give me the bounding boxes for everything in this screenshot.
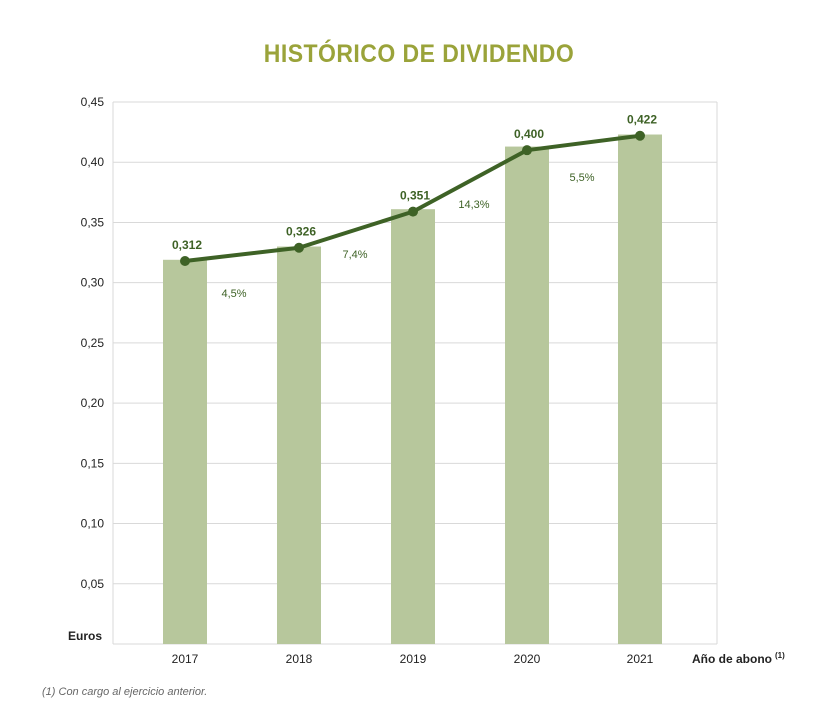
- x-tick-label: 2018: [286, 652, 313, 666]
- bar: [505, 146, 549, 644]
- growth-label: 7,4%: [342, 249, 367, 261]
- data-label: 0,351: [400, 189, 430, 203]
- data-point: [635, 130, 645, 141]
- data-point: [180, 255, 190, 266]
- y-tick-label: 0,05: [81, 577, 105, 591]
- dividend-line: [180, 130, 645, 266]
- bars: [163, 134, 662, 645]
- growth-labels: 4,5% 7,4% 14,3% 5,5%: [221, 172, 594, 300]
- data-label: 0,312: [172, 238, 202, 252]
- y-tick-label: 0,40: [81, 155, 105, 169]
- y-tick-label: 0,35: [81, 215, 105, 229]
- y-tick-label: 0,20: [81, 396, 105, 410]
- footnote: (1) Con cargo al ejercicio anterior.: [42, 686, 208, 698]
- bar: [277, 246, 321, 645]
- bar: [163, 259, 207, 644]
- value-labels: 0,312 0,326 0,351 0,400 0,422: [172, 113, 657, 252]
- x-axis-label-superscript: (1): [775, 651, 785, 660]
- data-label: 0,326: [286, 225, 316, 239]
- data-point: [408, 206, 418, 217]
- y-tick-labels: 0,05 0,10 0,15 0,20 0,25 0,30 0,35 0,40 0,45: [81, 95, 105, 591]
- chart-title: HISTÓRICO DE DIVIDENDO: [263, 40, 575, 68]
- growth-label: 4,5%: [221, 288, 246, 300]
- y-axis-label: Euros: [68, 629, 102, 643]
- x-tick-label: 2017: [172, 652, 199, 666]
- x-tick-label: 2020: [514, 652, 541, 666]
- x-tick-labels: 2017 2018 2019 2020 2021: [172, 652, 654, 666]
- data-label: 0,400: [514, 127, 544, 141]
- x-tick-label: 2021: [627, 652, 654, 666]
- bar: [618, 134, 662, 644]
- y-tick-label: 0,45: [81, 95, 105, 109]
- data-label: 0,422: [627, 113, 657, 127]
- x-axis-label-text: Año de abono: [692, 652, 772, 666]
- growth-label: 14,3%: [458, 199, 489, 211]
- x-tick-label: 2019: [400, 652, 427, 666]
- x-axis-label: Año de abono (1): [692, 651, 785, 666]
- y-tick-label: 0,15: [81, 456, 105, 470]
- growth-label: 5,5%: [569, 172, 594, 184]
- data-point: [522, 145, 532, 156]
- data-point: [294, 242, 304, 253]
- y-tick-label: 0,30: [81, 276, 105, 290]
- y-tick-label: 0,25: [81, 336, 105, 350]
- bar: [391, 209, 435, 644]
- y-tick-label: 0,10: [81, 517, 105, 531]
